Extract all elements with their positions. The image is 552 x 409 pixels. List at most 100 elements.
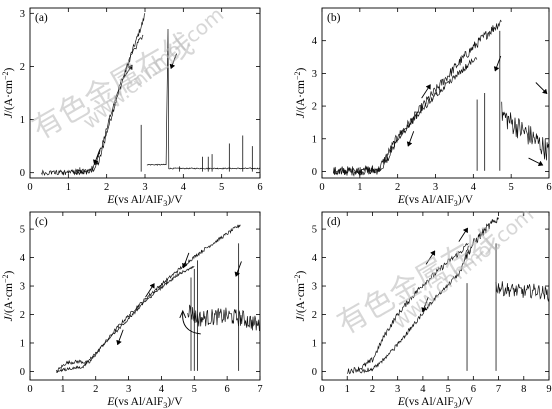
- y-tick-label: 2: [20, 62, 25, 73]
- y-tick-label: 4: [20, 253, 26, 264]
- series-line-second-scan: [465, 217, 499, 260]
- x-tick-label: 4: [471, 182, 477, 193]
- x-axis-label: E(vs Al/AlF3)/V: [106, 194, 183, 208]
- y-axis-label: J/(A·cm−2): [293, 68, 307, 119]
- y-tick-label: 5: [312, 225, 317, 236]
- y-tick-label: 0: [312, 367, 317, 378]
- x-tick-label: 6: [257, 182, 262, 193]
- x-tick-label: 3: [433, 182, 438, 193]
- scan-direction-arrow: [535, 82, 548, 95]
- y-tick-label: 3: [20, 9, 25, 20]
- y-tick-label: 5: [20, 225, 25, 236]
- x-tick-label: 1: [345, 384, 350, 395]
- y-tick-label: 0: [20, 367, 25, 378]
- x-tick-label: 0: [27, 384, 32, 395]
- plot-frame: [29, 7, 261, 179]
- x-tick-label: 4: [181, 182, 187, 193]
- panel-label: (c): [35, 216, 48, 228]
- scan-direction-arrow: [425, 250, 436, 265]
- x-tick-label: 7: [496, 384, 501, 395]
- x-tick-label: 6: [546, 182, 551, 193]
- panel-b: 0 1 2 3 4 5 6 0 1 2 3 4 (b) E(vs Al/AlF3)/V J/(A·cm−2): [293, 7, 552, 208]
- x-tick-label: 3: [142, 182, 147, 193]
- plot-area: [55, 224, 260, 373]
- x-axis-label: E(vs Al/AlF3)/V: [397, 194, 474, 208]
- y-axis-label: J/(A·cm−2): [1, 271, 15, 322]
- y-tick-label: 1: [20, 338, 25, 349]
- x-tick-label: 8: [521, 384, 526, 395]
- x-tick-label: 2: [93, 384, 98, 395]
- x-tick-label: 1: [357, 182, 362, 193]
- plot-area: [41, 13, 260, 177]
- scan-direction-arrow: [234, 261, 242, 277]
- x-axis-label: E(vs Al/AlF3)/V: [106, 396, 183, 409]
- series-line-reverse-scan: [333, 56, 478, 176]
- x-tick-label: 2: [104, 182, 109, 193]
- series-line-reverse-scan: [55, 265, 195, 373]
- scan-direction-arrow: [116, 329, 124, 346]
- scan-direction-arrow: [493, 55, 502, 72]
- series-line-forward-scan: [55, 224, 241, 373]
- series-line-reverse-scan: [41, 34, 144, 177]
- panel-d: 0 1 2 3 4 5 6 7 8 9 0 1 2 3 4 5 (d) E(vs Al/AlF3)/V J/(A·c…: [293, 211, 552, 409]
- x-tick-label: 1: [66, 182, 71, 193]
- x-tick-label: 5: [219, 182, 224, 193]
- x-tick-label: 3: [126, 384, 131, 395]
- scan-direction-arrow: [92, 149, 101, 165]
- scan-direction-arrow: [528, 157, 544, 166]
- series-line-forward-scan: [346, 242, 469, 375]
- y-tick-label: 1: [312, 134, 317, 145]
- panel-label: (d): [327, 216, 341, 228]
- x-tick-label: 0: [319, 384, 324, 395]
- x-tick-label: 7: [257, 384, 262, 395]
- y-tick-label: 2: [20, 310, 25, 321]
- series-line-forward-scan: [73, 13, 146, 176]
- panel-label: (a): [35, 12, 48, 24]
- watermark-url-1: www.cnnmol.com: [78, 2, 228, 134]
- scan-direction-arrow: [181, 252, 190, 269]
- plot-frame: [29, 211, 261, 381]
- scan-direction-arrow: [169, 53, 177, 70]
- panel-a: 0 1 2 3 4 5 6 0 1 2 3 (a) E(vs Al/AlF3)/V J/(A·cm−2): [1, 7, 263, 208]
- x-tick-label: 6: [471, 384, 476, 395]
- y-axis-label: J/(A·cm−2): [293, 271, 307, 322]
- x-tick-label: 4: [159, 384, 165, 395]
- x-tick-label: 0: [319, 182, 324, 193]
- x-tick-label: 5: [192, 384, 197, 395]
- y-tick-label: 3: [312, 69, 317, 80]
- series-line-reverse-scan: [359, 245, 469, 374]
- x-tick-label: 5: [445, 384, 450, 395]
- x-tick-label: 9: [546, 384, 551, 395]
- panel-c: 0 1 2 3 4 5 6 7 0 1 2 3 4 5 (c) E(vs Al/AlF3)/V J/(A·cm−…: [1, 211, 263, 409]
- y-tick-label: 4: [312, 253, 318, 264]
- y-tick-label: 3: [20, 282, 25, 293]
- x-tick-label: 0: [27, 182, 32, 193]
- plot-area: [346, 217, 549, 375]
- scan-direction-arrow: [406, 131, 415, 147]
- plot-area: [333, 19, 549, 177]
- scan-direction-arrow: [179, 309, 201, 335]
- series-line-forward-scan: [333, 19, 502, 177]
- y-tick-label: 0: [20, 168, 25, 179]
- series-line-after-breakdown: [187, 304, 260, 332]
- x-tick-label: 2: [395, 182, 400, 193]
- y-tick-label: 1: [312, 338, 317, 349]
- y-tick-label: 2: [312, 310, 317, 321]
- series-line-after-breakdown: [501, 101, 549, 161]
- x-tick-label: 3: [395, 384, 400, 395]
- panel-label: (b): [327, 12, 341, 24]
- x-axis-label: E(vs Al/AlF3)/V: [397, 396, 474, 409]
- x-tick-label: 6: [225, 384, 230, 395]
- watermark: 有色金属在线 www.cnnmol.com 有色金属在线 www.cnnmol.…: [27, 2, 539, 342]
- series-line-after-breakdown: [146, 28, 260, 170]
- scan-direction-arrow: [421, 296, 429, 313]
- y-tick-label: 3: [312, 282, 317, 293]
- scan-direction-arrow: [145, 283, 155, 298]
- x-tick-label: 2: [370, 384, 375, 395]
- x-tick-label: 1: [60, 384, 65, 395]
- series-line-after-breakdown: [495, 281, 549, 302]
- y-tick-label: 2: [312, 102, 317, 113]
- y-tick-label: 0: [312, 167, 317, 178]
- x-tick-label: 5: [509, 182, 514, 193]
